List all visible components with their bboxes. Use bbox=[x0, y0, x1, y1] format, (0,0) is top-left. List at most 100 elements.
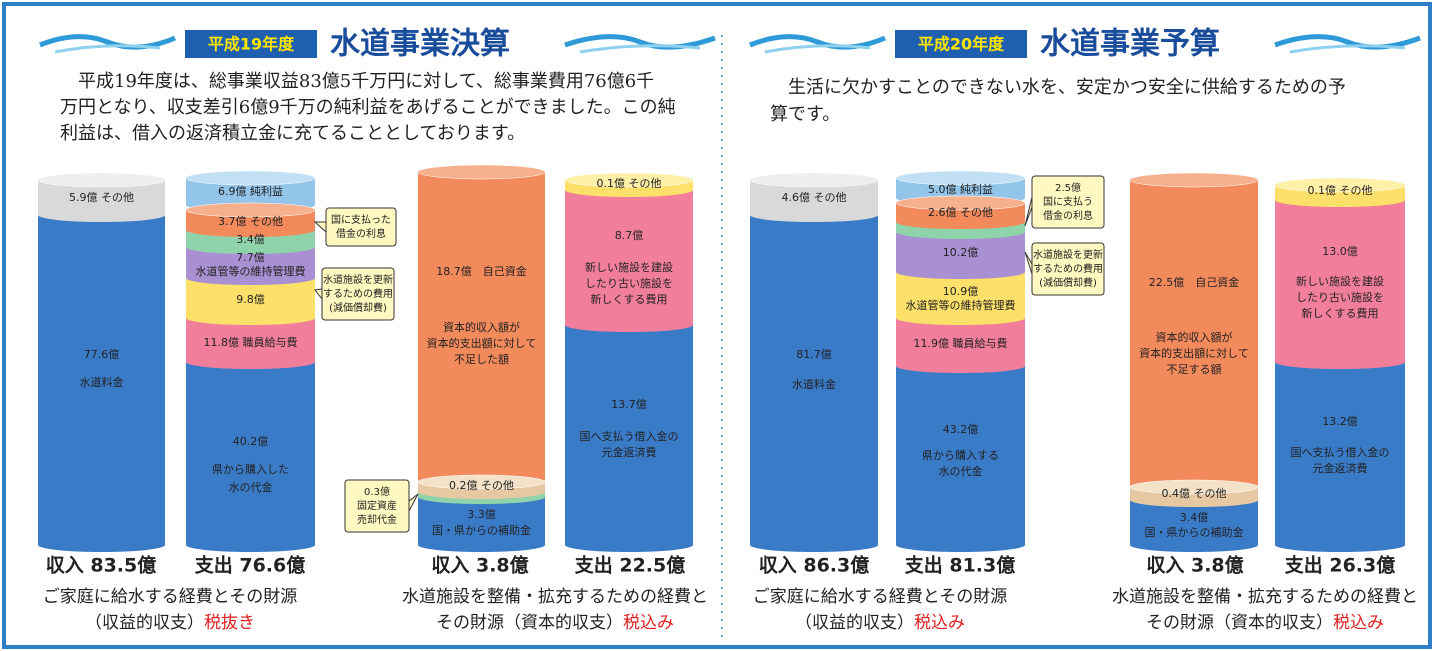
cylinder-segment-base bbox=[418, 538, 545, 552]
title: 水道事業予算 bbox=[1040, 27, 1220, 62]
segment-label: 9.8億 bbox=[236, 293, 265, 306]
segment-label: 新しくする費用 bbox=[591, 292, 668, 306]
cylinder-segment-base bbox=[186, 355, 315, 369]
segment-label: 10.2億 bbox=[943, 246, 979, 259]
segment-label: 22.5億 自己資金 bbox=[1149, 275, 1240, 289]
segment-label: 新しい施設を建設 bbox=[1296, 274, 1384, 288]
cylinder-top bbox=[750, 173, 878, 187]
segment-label: 81.7億 bbox=[796, 348, 832, 361]
callout-text: 水道施設を更新 bbox=[1033, 248, 1103, 261]
segment-label: 13.7億 bbox=[611, 398, 647, 411]
total: 収入 3.8億 bbox=[431, 554, 528, 577]
total: 支出 22.5億 bbox=[574, 554, 686, 577]
cylinder-segment-base bbox=[896, 359, 1025, 373]
callout-text: (減価償却費) bbox=[1039, 276, 1097, 289]
segment-label: 2.6億 その他 bbox=[928, 206, 993, 219]
page: 平成19年度水道事業決算 平成19年度は、総事業収益83億5千万円に対して、総事… bbox=[0, 0, 1434, 651]
badge: 平成20年度 bbox=[918, 35, 1005, 54]
segment-label: したり古い施設を bbox=[585, 276, 673, 290]
segment-label: 8.7億 bbox=[615, 229, 644, 242]
caption-text: その財源（資本的収支） bbox=[1146, 613, 1333, 633]
cylinder-top bbox=[1130, 173, 1258, 187]
caption-tag: 税抜き bbox=[204, 613, 255, 633]
caption: 水道施設を整備・拡充するための経費と bbox=[1112, 587, 1418, 607]
paragraph-line: 生活に欠かすことのできない水を、安定かつ安全に供給するための予 bbox=[770, 77, 1346, 98]
cylinder-top bbox=[38, 173, 165, 187]
cylinder-segment-base bbox=[565, 538, 693, 552]
callout-text: 国に支払った bbox=[331, 213, 391, 226]
segment-label: 元金返済費 bbox=[1313, 461, 1368, 475]
segment-label: 水道管等の維持管理費 bbox=[906, 298, 1016, 312]
segment-label: 11.8億 職員給与費 bbox=[204, 335, 298, 349]
cylinder-top bbox=[186, 171, 315, 185]
cylinder-segment bbox=[418, 497, 545, 545]
segment-label: 0.1億 その他 bbox=[597, 177, 662, 190]
segment-label: 40.2億 bbox=[233, 435, 269, 448]
total: 支出 81.3億 bbox=[904, 554, 1016, 577]
total: 収入 86.3億 bbox=[759, 554, 870, 577]
total: 収入 83.5億 bbox=[46, 554, 157, 577]
segment-label: 水道管等の維持管理費 bbox=[196, 264, 306, 278]
cylinder-segment bbox=[186, 362, 315, 545]
badge: 平成19年度 bbox=[208, 35, 295, 54]
segment-label: 77.6億 bbox=[84, 348, 120, 361]
segment-label: 新しい施設を建設 bbox=[585, 260, 673, 274]
cylinder-segment-base bbox=[38, 538, 165, 552]
segment-label: 5.9億 その他 bbox=[69, 191, 134, 204]
cylinder-segment-base bbox=[1275, 355, 1405, 369]
total: 支出 26.3億 bbox=[1284, 554, 1396, 577]
caption-text: 水道施設を整備・拡充するための経費と bbox=[402, 587, 708, 607]
caption: 水道施設を整備・拡充するための経費と bbox=[402, 587, 708, 607]
segment-label: 県から購入した bbox=[212, 462, 289, 476]
callout-text: するための費用 bbox=[1033, 262, 1103, 275]
segment-label: 水の代金 bbox=[229, 480, 273, 494]
cylinder-segment-base bbox=[565, 318, 693, 332]
segment-label: 国へ支払う借入金の bbox=[580, 429, 679, 443]
callout-text: 国に支払う bbox=[1043, 195, 1093, 208]
segment-label: 5.0億 純利益 bbox=[928, 182, 993, 196]
cylinder-segment-base bbox=[750, 208, 878, 222]
caption-tag: 税込み bbox=[623, 613, 674, 633]
cylinder-segment-base bbox=[186, 538, 315, 552]
caption-tag: 税込み bbox=[914, 613, 965, 633]
caption-text: ご家庭に給水する経費とその財源 bbox=[753, 587, 1008, 607]
callout-text: 水道施設を更新 bbox=[323, 273, 393, 286]
segment-label: 43.2億 bbox=[943, 423, 979, 436]
callout-text: (減価償却費) bbox=[329, 301, 387, 314]
cylinder-top bbox=[418, 165, 545, 179]
callout-text: するための費用 bbox=[323, 287, 393, 300]
callout-text: 売却代金 bbox=[357, 513, 397, 526]
segment-label: 資本的支出額に対して bbox=[427, 336, 537, 350]
callout-text: 借金の利息 bbox=[336, 227, 386, 240]
callout-text: 借金の利息 bbox=[1043, 209, 1093, 222]
total: 支出 76.6億 bbox=[194, 554, 306, 577]
cylinder-segment-base bbox=[896, 538, 1025, 552]
cylinder-segment-base bbox=[896, 265, 1025, 279]
segment-label: 3.4億 bbox=[236, 233, 265, 246]
segment-label: 資本的支出額に対して bbox=[1139, 346, 1249, 360]
segment-label: 6.9億 純利益 bbox=[218, 184, 283, 198]
cylinder-segment-base bbox=[38, 208, 165, 222]
segment-label: 国・県からの補助金 bbox=[432, 523, 531, 537]
segment-label: 18.7億 自己資金 bbox=[436, 264, 527, 278]
title: 水道事業決算 bbox=[330, 27, 510, 62]
segment-label: 不足した額 bbox=[454, 353, 509, 366]
total: 収入 3.8億 bbox=[1146, 554, 1243, 577]
segment-label: 水の代金 bbox=[939, 464, 983, 478]
segment-label: 10.9億 bbox=[943, 285, 979, 298]
segment-label: 元金返済費 bbox=[602, 445, 657, 459]
cylinder-segment-base bbox=[1130, 538, 1258, 552]
caption: ご家庭に給水する経費とその財源 bbox=[43, 587, 298, 607]
segment-label: 0.1億 その他 bbox=[1308, 184, 1373, 197]
segment-label: したり古い施設を bbox=[1296, 290, 1384, 304]
segment-label: 資本的収入額が bbox=[443, 320, 520, 334]
caption: その財源（資本的収支）税込み bbox=[436, 613, 674, 633]
segment-label: 3.3億 bbox=[467, 508, 496, 521]
caption-text: 水道施設を整備・拡充するための経費と bbox=[1112, 587, 1418, 607]
caption-tag: 税込み bbox=[1333, 613, 1384, 633]
segment-label: 0.4億 その他 bbox=[1162, 487, 1227, 500]
segment-label: 0.2億 その他 bbox=[449, 479, 514, 492]
segment-label: 資本的収入額が bbox=[1156, 330, 1233, 344]
segment-label: 7.7億 bbox=[236, 251, 265, 264]
caption-text: （収益的収支） bbox=[795, 613, 914, 633]
